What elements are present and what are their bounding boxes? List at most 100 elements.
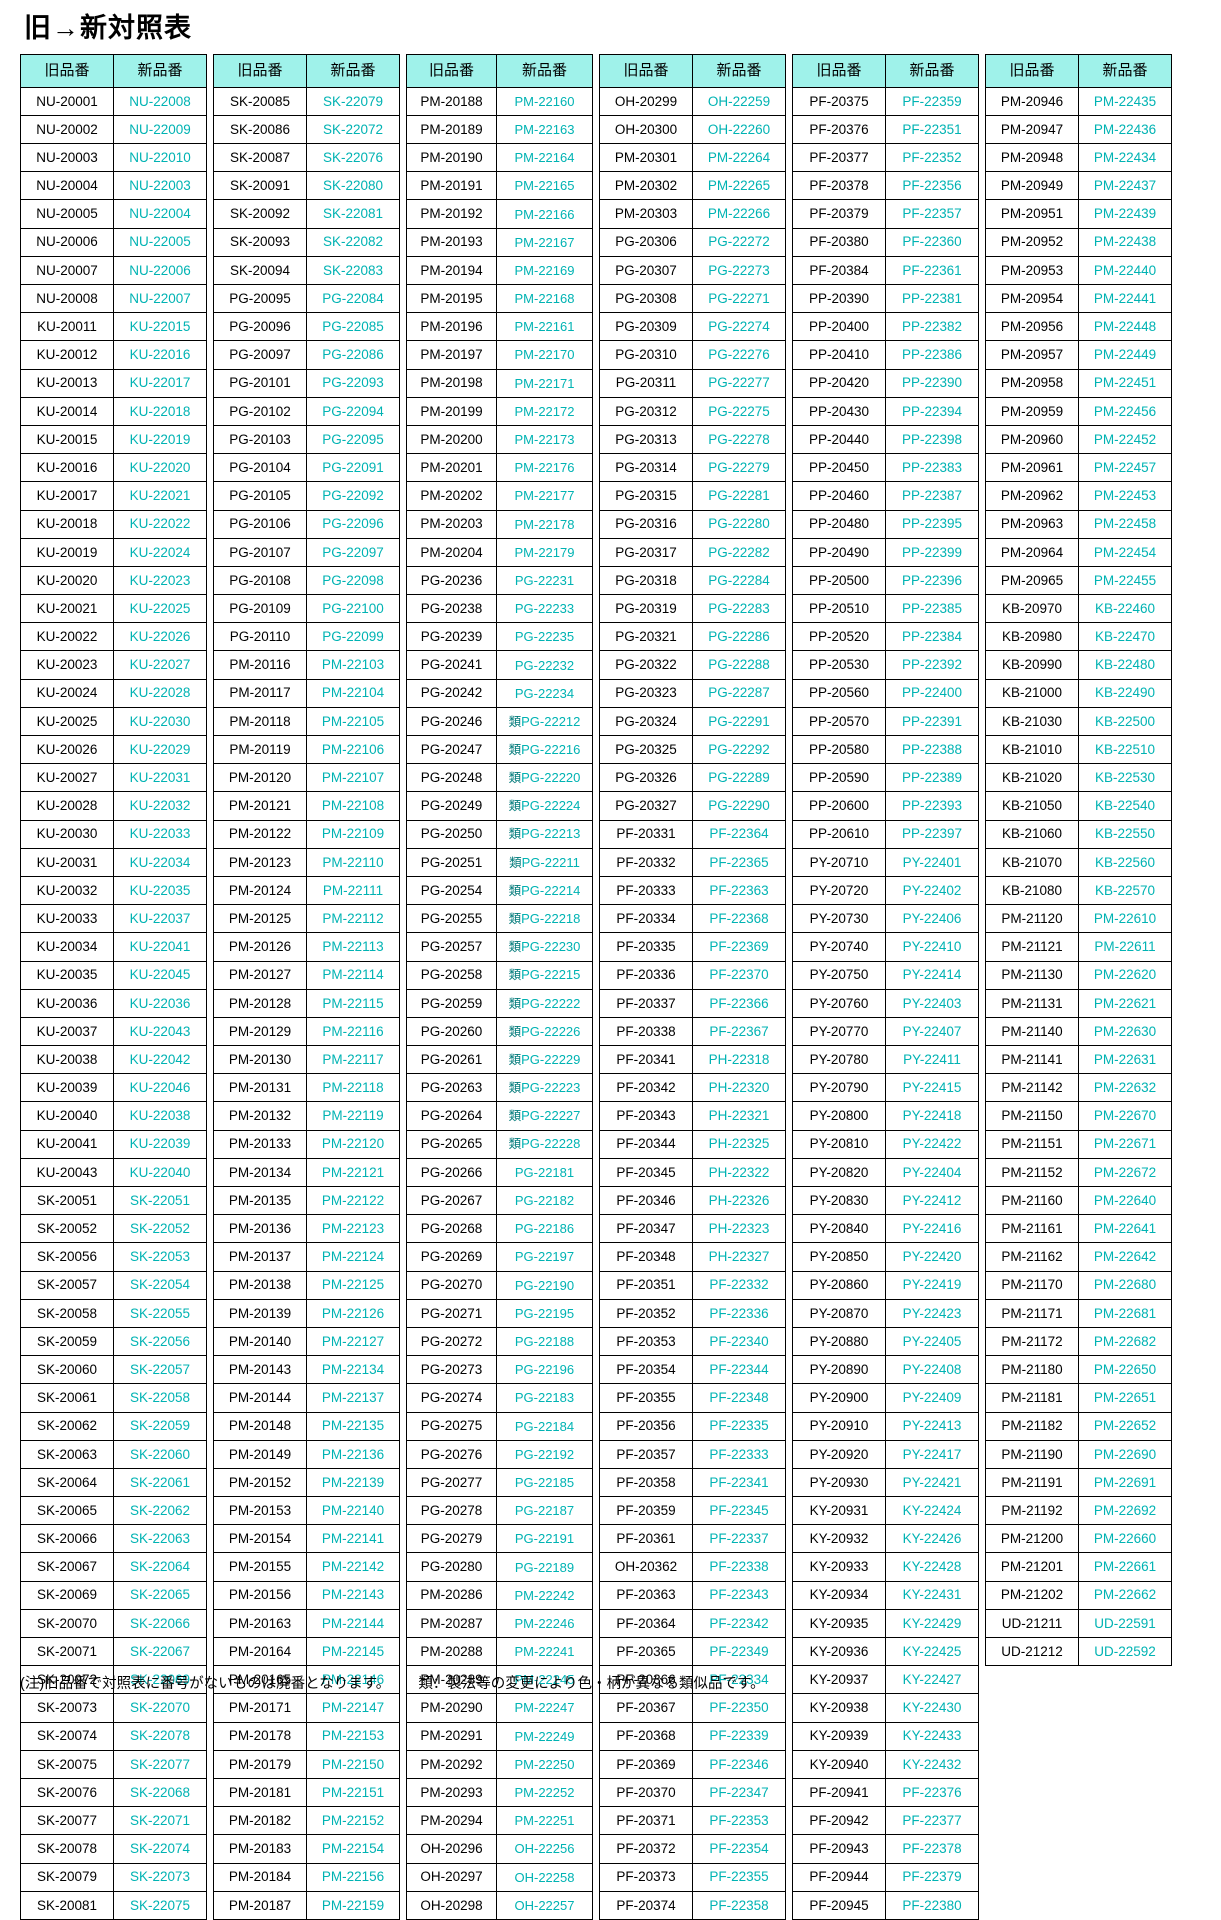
table-row: SK-20085 SK-22079 bbox=[213, 86, 400, 116]
new-part-number: PM-22125 bbox=[306, 1270, 400, 1300]
old-part-number: SK-20061 bbox=[20, 1383, 114, 1413]
similar-product-marker: 類 bbox=[508, 1052, 522, 1067]
table-row: PM-20188 PM-22160 bbox=[406, 86, 593, 116]
table-row: PY-20900 PY-22409 bbox=[792, 1383, 979, 1413]
table-row: PF-20348 PH-22327 bbox=[599, 1242, 786, 1272]
old-part-number: PM-20953 bbox=[985, 255, 1079, 286]
table-row: PM-20301 PM-22264 bbox=[599, 143, 786, 173]
old-part-number: PM-21152 bbox=[985, 1157, 1079, 1188]
new-part-number: SK-22072 bbox=[306, 114, 400, 145]
old-part-number: PM-21172 bbox=[985, 1326, 1079, 1357]
old-part-number: PM-20197 bbox=[406, 340, 497, 370]
new-part-number: SK-22060 bbox=[113, 1439, 207, 1469]
old-part-number: PF-20359 bbox=[599, 1496, 693, 1526]
new-part-number: PM-22159 bbox=[306, 1890, 400, 1920]
similar-product-marker: 類 bbox=[508, 771, 522, 786]
new-part-number: KU-22023 bbox=[113, 565, 207, 596]
table-row: SK-20077 SK-22071 bbox=[20, 1806, 207, 1836]
old-part-number: PM-20130 bbox=[213, 1045, 307, 1075]
table-row: SK-20081 SK-22075 bbox=[20, 1890, 207, 1920]
similar-product-marker: 類 bbox=[508, 911, 522, 926]
old-part-number: PM-20958 bbox=[985, 368, 1079, 398]
table-row: KY-20933 KY-22428 bbox=[792, 1552, 979, 1582]
old-part-number: PG-20275 bbox=[406, 1411, 497, 1441]
new-part-number: KB-22550 bbox=[1078, 819, 1172, 849]
new-part-number: PP-22400 bbox=[885, 678, 979, 708]
table-row: PM-20117 PM-22104 bbox=[213, 678, 400, 708]
new-part-number: PM-22611 bbox=[1078, 932, 1172, 962]
old-part-number: PG-20263 bbox=[406, 1073, 497, 1103]
new-part-number: 類PG-22229 bbox=[496, 1045, 593, 1075]
old-part-number: PY-20830 bbox=[792, 1185, 886, 1216]
table-row: PF-20335 PF-22369 bbox=[599, 932, 786, 962]
new-part-number: PG-22091 bbox=[306, 453, 400, 483]
new-part-number: PM-22650 bbox=[1078, 1355, 1172, 1385]
table-row: PM-20164 PM-22145 bbox=[213, 1636, 400, 1667]
old-part-number: KU-20035 bbox=[20, 960, 114, 990]
table-row: PF-20363 PF-22343 bbox=[599, 1580, 786, 1610]
new-part-number: PF-22367 bbox=[692, 1016, 786, 1047]
table-row: PM-21160 PM-22640 bbox=[985, 1185, 1172, 1216]
table-row: PF-20333 PF-22363 bbox=[599, 875, 786, 906]
new-part-number: PG-22292 bbox=[692, 734, 786, 765]
old-part-number: PM-20200 bbox=[406, 424, 497, 455]
table-row: KB-21000 KB-22490 bbox=[985, 678, 1172, 708]
old-part-number: PP-20490 bbox=[792, 537, 886, 567]
table-row: PG-20238 PG-22233 bbox=[406, 594, 593, 624]
old-part-number: PG-20319 bbox=[599, 594, 693, 624]
table-row: PF-20332 PF-22365 bbox=[599, 847, 786, 877]
new-part-number: PM-22143 bbox=[306, 1580, 400, 1610]
table-row: SK-20058 SK-22055 bbox=[20, 1298, 207, 1328]
new-part-number: PM-22120 bbox=[306, 1129, 400, 1159]
new-part-number: 類PG-22213 bbox=[496, 819, 593, 849]
header-old-part-number: 旧品番 bbox=[406, 53, 497, 88]
new-part-number: PF-22358 bbox=[692, 1890, 786, 1920]
new-part-number: 類PG-22211 bbox=[496, 847, 593, 877]
new-part-number: PM-22265 bbox=[692, 171, 786, 201]
old-part-number: PG-20306 bbox=[599, 227, 693, 257]
new-part-number: PF-22346 bbox=[692, 1749, 786, 1779]
table-row: OH-20298 OH-22257 bbox=[406, 1890, 593, 1920]
old-part-number: PG-20106 bbox=[213, 509, 307, 539]
new-part-number: PP-22395 bbox=[885, 509, 979, 539]
header-new-part-number: 新品番 bbox=[496, 53, 593, 88]
header-old-part-number: 旧品番 bbox=[985, 53, 1079, 88]
table-row: PF-20347 PH-22323 bbox=[599, 1214, 786, 1244]
old-part-number: PG-20265 bbox=[406, 1129, 497, 1159]
table-row: PY-20880 PY-22405 bbox=[792, 1326, 979, 1357]
table-row: PM-20190 PM-22164 bbox=[406, 143, 593, 173]
old-part-number: PY-20890 bbox=[792, 1355, 886, 1385]
new-part-number: PM-22671 bbox=[1078, 1129, 1172, 1159]
new-part-number: KB-22480 bbox=[1078, 650, 1172, 680]
table-row: PG-20107 PG-22097 bbox=[213, 537, 400, 567]
new-part-number: PM-22144 bbox=[306, 1608, 400, 1639]
old-part-number: KU-20014 bbox=[20, 396, 114, 426]
old-part-number: NU-20004 bbox=[20, 171, 114, 201]
new-part-number: PF-22355 bbox=[692, 1862, 786, 1892]
table-row: PP-20590 PP-22389 bbox=[792, 763, 979, 793]
new-part-number: PM-22154 bbox=[306, 1834, 400, 1864]
old-part-number: SK-20074 bbox=[20, 1721, 114, 1751]
table-row: PM-20143 PM-22134 bbox=[213, 1355, 400, 1385]
old-part-number: UD-21212 bbox=[985, 1636, 1079, 1667]
footnote-discontinued: (注)旧品番で対照表に番号がないものは廃番となります。 bbox=[20, 1676, 391, 1692]
new-part-number: PG-22280 bbox=[692, 509, 786, 539]
header-old-part-number: 旧品番 bbox=[213, 53, 307, 88]
old-part-number: PF-20347 bbox=[599, 1214, 693, 1244]
column-6: 旧品番 新品番 PM-20946 PM-22435 PM-20947 PM-22436 PM… bbox=[985, 53, 1172, 1667]
table-row: PM-20194 PM-22169 bbox=[406, 255, 593, 286]
table-row: PG-20239 PG-22235 bbox=[406, 622, 593, 652]
new-part-number: PH-22326 bbox=[692, 1185, 786, 1216]
old-part-number: PF-20945 bbox=[792, 1890, 886, 1920]
old-part-number: PM-20118 bbox=[213, 706, 307, 737]
old-part-number: PM-20171 bbox=[213, 1693, 307, 1723]
new-part-number: PM-22150 bbox=[306, 1749, 400, 1779]
new-part-number: PF-22365 bbox=[692, 847, 786, 877]
old-part-number: PG-20104 bbox=[213, 453, 307, 483]
new-part-number: PG-22283 bbox=[692, 594, 786, 624]
new-part-number: PF-22369 bbox=[692, 932, 786, 962]
old-part-number: PM-20179 bbox=[213, 1749, 307, 1779]
new-part-number: PM-22437 bbox=[1078, 171, 1172, 201]
old-part-number: PF-20369 bbox=[599, 1749, 693, 1779]
old-part-number: PG-20097 bbox=[213, 340, 307, 370]
